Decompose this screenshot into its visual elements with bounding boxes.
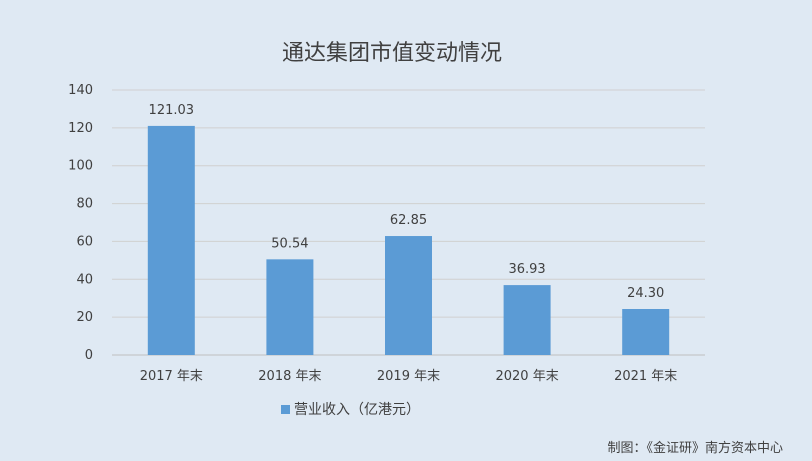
y-tick-label: 20 (76, 310, 93, 325)
bar (266, 259, 314, 355)
y-tick-label: 100 (68, 159, 93, 174)
data-label: 50.54 (271, 236, 308, 251)
x-category-label: 2019 年末 (377, 369, 440, 384)
legend: 营业收入（亿港元） (281, 402, 420, 418)
y-tick-label: 60 (76, 234, 93, 249)
y-tick-label: 120 (68, 121, 93, 136)
data-labels: 121.03 50.54 62.85 36.93 24.30 (149, 103, 665, 301)
bar (385, 236, 432, 355)
legend-swatch (281, 405, 290, 414)
data-label: 24.30 (627, 286, 664, 301)
y-tick-label: 140 (68, 83, 93, 98)
y-tick-label: 80 (76, 197, 93, 212)
x-category-label: 2021 年末 (614, 369, 677, 384)
y-axis-ticks: 0 20 40 60 80 100 120 140 (68, 83, 93, 363)
data-label: 121.03 (149, 103, 195, 118)
y-tick-label: 40 (76, 272, 93, 287)
bar (503, 285, 551, 355)
data-label: 62.85 (390, 213, 427, 228)
data-label: 36.93 (508, 262, 545, 277)
legend-label: 营业收入（亿港元） (294, 402, 420, 418)
x-axis-categories: 2017 年末 2018 年末 2019 年末 2020 年末 2021 年末 (140, 369, 678, 384)
credit: 制图：《金证研》南方资本中心 (607, 440, 783, 456)
x-category-label: 2020 年末 (495, 369, 558, 384)
bar (147, 125, 195, 355)
x-category-label: 2017 年末 (140, 369, 203, 384)
y-tick-label: 0 (85, 348, 93, 363)
chart-title: 通达集团市值变动情况 (282, 41, 502, 66)
x-category-label: 2018 年末 (258, 369, 321, 384)
bar (622, 309, 670, 355)
bars (147, 125, 670, 355)
